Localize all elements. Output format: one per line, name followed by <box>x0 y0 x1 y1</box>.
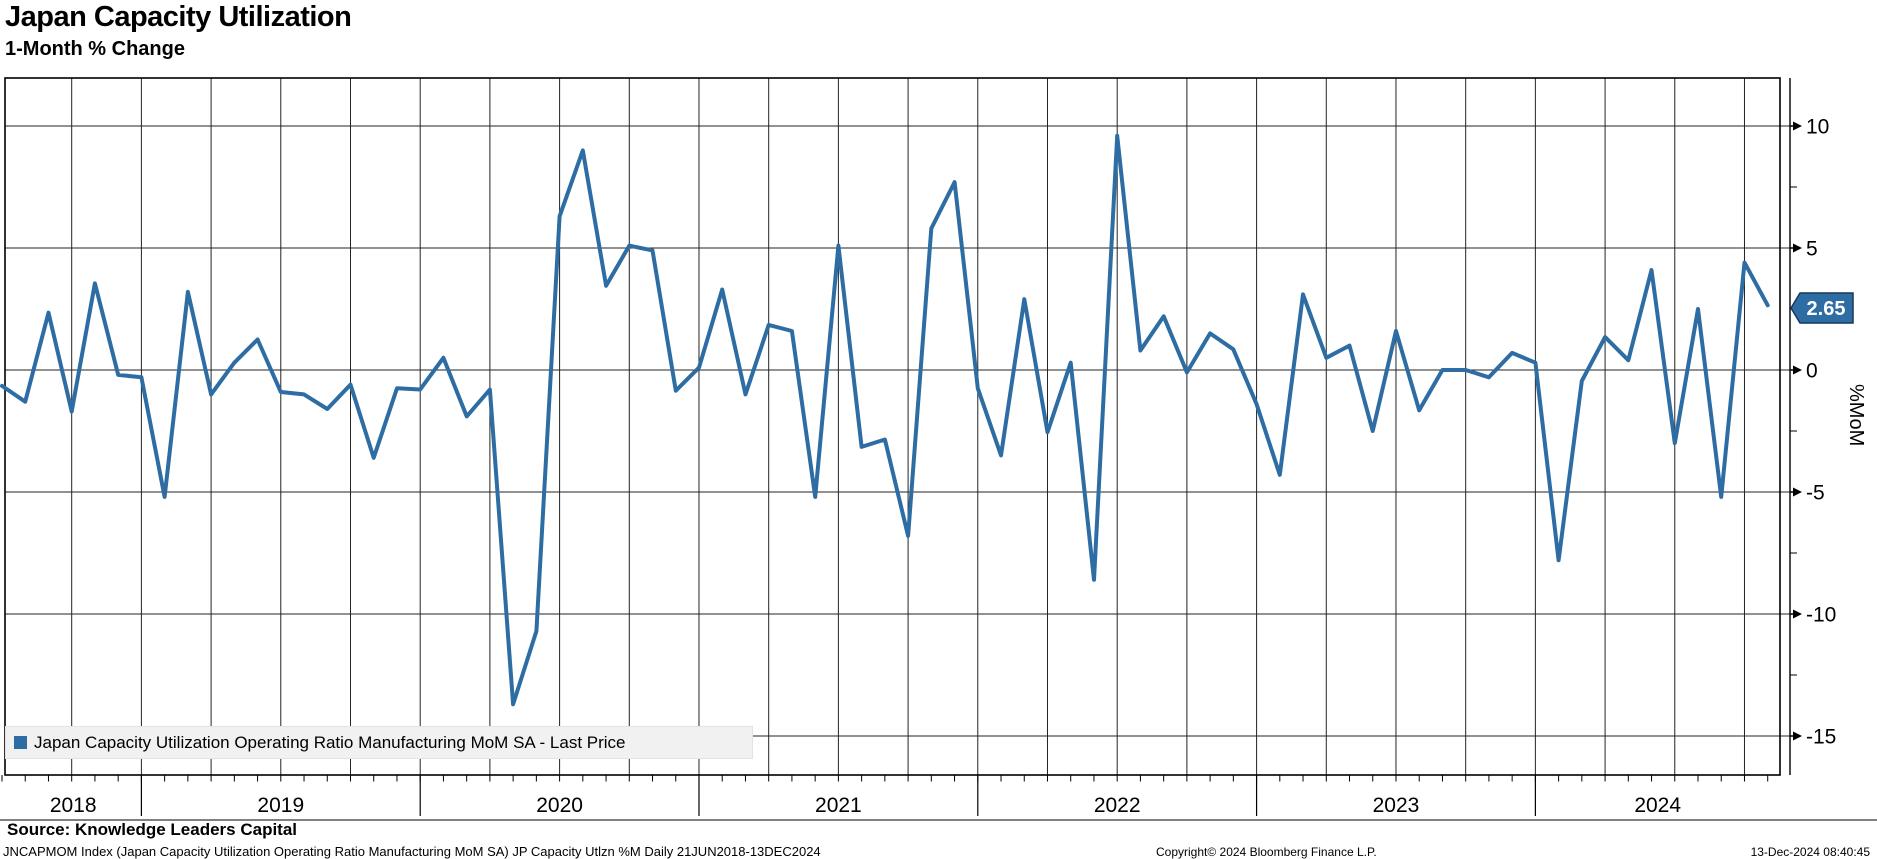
y-tick-arrow <box>1793 365 1802 375</box>
footer-copyright: Copyright© 2024 Bloomberg Finance L.P. <box>1156 845 1377 859</box>
y-tick-label: -10 <box>1806 604 1836 627</box>
year-label: 2018 <box>50 794 97 817</box>
year-label: 2020 <box>536 794 583 817</box>
year-label: 2024 <box>1634 794 1681 817</box>
legend: Japan Capacity Utilization Operating Rat… <box>5 726 753 759</box>
plot-frame <box>4 77 1781 776</box>
year-label: 2023 <box>1373 794 1420 817</box>
y-tick-arrow <box>1793 121 1802 131</box>
page-title: Japan Capacity Utilization <box>5 1 352 33</box>
y-axis-unit-label: %MoM <box>1845 384 1867 447</box>
y-tick-label: -15 <box>1806 726 1836 749</box>
year-label: 2021 <box>815 794 862 817</box>
y-tick-label: -5 <box>1806 482 1825 505</box>
y-tick-label: 0 <box>1806 360 1818 383</box>
last-price-badge: 2.65 <box>1790 292 1854 324</box>
footer-source: Source: Knowledge Leaders Capital <box>7 820 298 839</box>
page-subtitle: 1-Month % Change <box>5 38 185 60</box>
y-tick-label: 5 <box>1806 238 1818 261</box>
y-tick-arrow <box>1793 731 1802 741</box>
y-tick-arrow <box>1793 487 1802 497</box>
y-tick-label: 10 <box>1806 116 1829 139</box>
last-price-value: 2.65 <box>1807 298 1846 320</box>
legend-swatch <box>14 736 27 749</box>
last-price-badge-shape <box>1790 292 1854 324</box>
year-label: 2022 <box>1094 794 1141 817</box>
footer-timestamp: 13-Dec-2024 08:40:45 <box>1750 845 1870 859</box>
y-tick-arrow <box>1793 609 1802 619</box>
data-line <box>0 133 1770 707</box>
year-label: 2019 <box>257 794 304 817</box>
y-tick-arrow <box>1793 243 1802 253</box>
footer-ticker: JNCAPMOM Index (Japan Capacity Utilizati… <box>3 844 821 859</box>
legend-label: Japan Capacity Utilization Operating Rat… <box>34 732 626 752</box>
